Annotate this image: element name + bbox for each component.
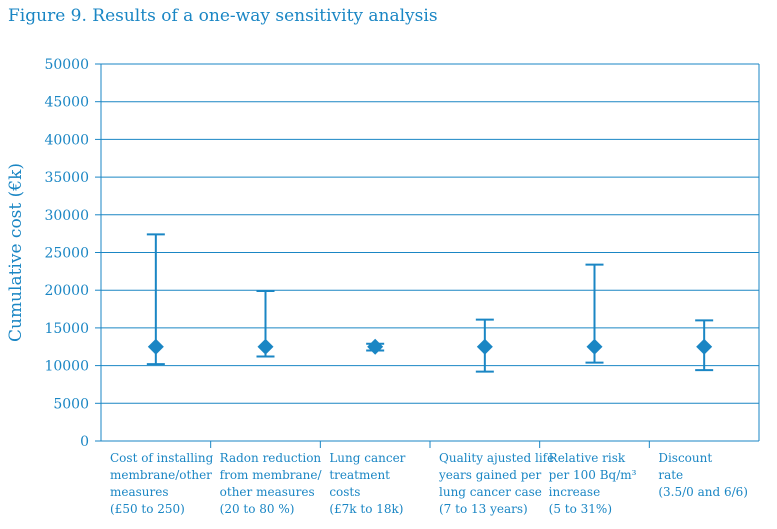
y-tick-label: 35000 — [44, 170, 89, 186]
y-tick-label: 15000 — [44, 321, 89, 337]
base-case-marker — [257, 338, 274, 355]
base-case-marker — [147, 338, 164, 355]
y-tick-label: 25000 — [44, 246, 89, 262]
figure-title: Figure 9. Results of a one-way sensitivi… — [8, 6, 438, 26]
y-tick-label: 40000 — [44, 132, 89, 148]
base-case-marker — [586, 338, 603, 355]
category-label: Quality ajusted life — [439, 451, 554, 465]
y-tick-label: 0 — [80, 434, 89, 450]
category-label: (£7k to 18k) — [329, 502, 403, 516]
category-label: treatment — [329, 468, 390, 482]
category-label: per 100 Bq/m³ — [549, 468, 637, 482]
category-label: (5 to 31%) — [549, 502, 612, 516]
category-label: measures — [110, 485, 169, 499]
category-label: Lung cancer — [329, 451, 405, 465]
category-label: rate — [658, 468, 683, 482]
base-case-marker — [696, 338, 713, 355]
base-case-marker — [476, 338, 493, 355]
category-label: Radon reduction — [220, 451, 322, 465]
y-tick-label: 5000 — [53, 396, 89, 412]
category-label: increase — [549, 485, 601, 499]
category-label: (7 to 13 years) — [439, 502, 528, 516]
category-label: Relative risk — [549, 451, 626, 465]
category-label: Cost of installing — [110, 451, 214, 465]
y-tick-label: 10000 — [44, 359, 89, 375]
category-label: costs — [329, 485, 360, 499]
category-label: (20 to 80 %) — [220, 502, 295, 516]
base-case-marker — [367, 338, 384, 355]
category-label: years gained per — [438, 468, 542, 482]
category-label: Discount — [658, 451, 712, 465]
y-tick-label: 45000 — [44, 95, 89, 111]
y-tick-label: 50000 — [44, 57, 89, 73]
category-label: from membrane/ — [220, 468, 323, 482]
category-label: lung cancer case — [439, 485, 542, 499]
y-axis-label: Cumulative cost (€k) — [6, 163, 26, 342]
category-label: (3.5/0 and 6/6) — [658, 485, 748, 499]
category-label: membrane/other — [110, 468, 212, 482]
category-label: (£50 to 250) — [110, 502, 185, 516]
y-tick-label: 20000 — [44, 283, 89, 299]
category-label: other measures — [220, 485, 315, 499]
y-tick-label: 30000 — [44, 208, 89, 224]
